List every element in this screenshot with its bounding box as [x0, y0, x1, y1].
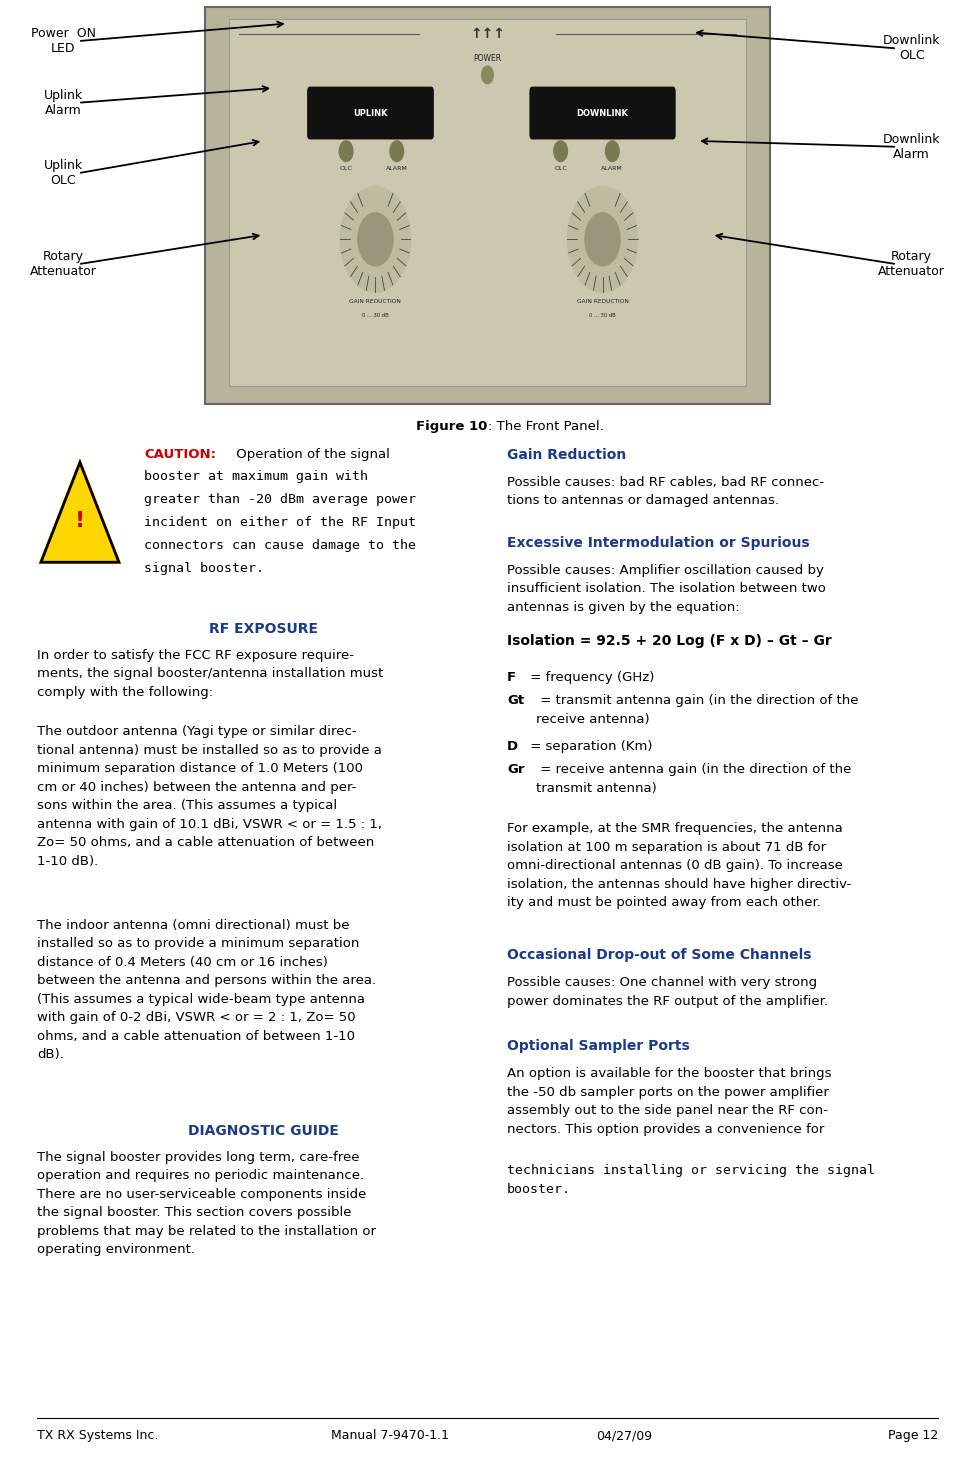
Text: = transmit antenna gain (in the direction of the
receive antenna): = transmit antenna gain (in the directio… [536, 694, 859, 725]
Text: Power  ON
LED: Power ON LED [31, 26, 96, 56]
Text: OLC: OLC [554, 166, 567, 170]
Polygon shape [41, 462, 119, 562]
Text: Isolation = 92.5 + 20 Log (F x D) – Gt – Gr: Isolation = 92.5 + 20 Log (F x D) – Gt –… [507, 634, 832, 649]
Text: Gr: Gr [507, 763, 525, 777]
Circle shape [605, 141, 619, 161]
Text: Uplink
OLC: Uplink OLC [44, 159, 83, 188]
Text: In order to satisfy the FCC RF exposure require-
ments, the signal booster/anten: In order to satisfy the FCC RF exposure … [37, 649, 383, 699]
Text: Occasional Drop-out of Some Channels: Occasional Drop-out of Some Channels [507, 948, 811, 963]
Text: 0 ... 30 dB: 0 ... 30 dB [589, 313, 616, 317]
Text: OLC: OLC [339, 166, 353, 170]
Text: Figure 10: Figure 10 [416, 420, 488, 433]
Text: Operation of the signal: Operation of the signal [232, 448, 390, 461]
Text: Downlink
Alarm: Downlink Alarm [883, 132, 940, 161]
Circle shape [339, 141, 353, 161]
Text: technicians installing or servicing the signal
booster.: technicians installing or servicing the … [507, 1164, 875, 1195]
Text: DIAGNOSTIC GUIDE: DIAGNOSTIC GUIDE [188, 1124, 338, 1139]
Circle shape [482, 66, 493, 84]
Text: = receive antenna gain (in the direction of the
transmit antenna): = receive antenna gain (in the direction… [536, 763, 851, 794]
Text: POWER: POWER [474, 54, 501, 63]
Text: The outdoor antenna (Yagi type or similar direc-
tional antenna) must be install: The outdoor antenna (Yagi type or simila… [37, 725, 382, 868]
Circle shape [390, 141, 404, 161]
Text: GAIN REDUCTION: GAIN REDUCTION [576, 299, 629, 304]
Text: For example, at the SMR frequencies, the antenna
isolation at 100 m separation i: For example, at the SMR frequencies, the… [507, 822, 851, 909]
Text: GAIN REDUCTION: GAIN REDUCTION [349, 299, 402, 304]
Text: Rotary
Attenuator: Rotary Attenuator [878, 250, 945, 279]
Text: ↑↑↑: ↑↑↑ [470, 26, 505, 41]
FancyBboxPatch shape [229, 19, 746, 386]
Text: technicians installing or servicing the signal
booster.: technicians installing or servicing the … [507, 1186, 875, 1217]
Text: DOWNLINK: DOWNLINK [576, 109, 629, 117]
Text: The indoor antenna (omni directional) must be
installed so as to provide a minim: The indoor antenna (omni directional) mu… [37, 919, 376, 1061]
Circle shape [567, 186, 638, 292]
FancyBboxPatch shape [507, 1057, 956, 1277]
Circle shape [554, 141, 567, 161]
Text: technicians installing or servicing the signal
booster.: technicians installing or servicing the … [507, 1186, 875, 1217]
Text: The signal booster provides long term, care-free
operation and requires no perio: The signal booster provides long term, c… [37, 1151, 376, 1257]
Text: Gain Reduction: Gain Reduction [507, 448, 626, 462]
Text: Possible causes: One channel with very strong
power dominates the RF output of t: Possible causes: One channel with very s… [507, 976, 828, 1007]
Text: Excessive Intermodulation or Spurious: Excessive Intermodulation or Spurious [507, 536, 809, 550]
Text: Possible causes: bad RF cables, bad RF connec-
tions to antennas or damaged ante: Possible causes: bad RF cables, bad RF c… [507, 476, 824, 506]
Text: RF EXPOSURE: RF EXPOSURE [209, 622, 318, 637]
Text: Downlink
OLC: Downlink OLC [883, 34, 940, 63]
Text: UPLINK: UPLINK [353, 109, 388, 117]
Text: D: D [507, 740, 518, 753]
Text: !: ! [75, 511, 85, 531]
FancyBboxPatch shape [307, 87, 434, 139]
Text: = frequency (GHz): = frequency (GHz) [526, 671, 655, 684]
Text: F: F [507, 671, 516, 684]
Text: = separation (Km): = separation (Km) [526, 740, 653, 753]
Text: Rotary
Attenuator: Rotary Attenuator [30, 250, 97, 279]
Text: incident on either of the RF Input: incident on either of the RF Input [144, 517, 416, 528]
Text: 0 ... 30 dB: 0 ... 30 dB [362, 313, 389, 317]
Text: connectors can cause damage to the: connectors can cause damage to the [144, 539, 416, 552]
Text: Manual 7-9470-1.1: Manual 7-9470-1.1 [331, 1430, 449, 1442]
Text: ALARM: ALARM [602, 166, 623, 170]
Circle shape [358, 213, 393, 266]
Text: greater than -20 dBm average power: greater than -20 dBm average power [144, 493, 416, 506]
Text: ALARM: ALARM [386, 166, 408, 170]
Text: Optional Sampler Ports: Optional Sampler Ports [507, 1039, 689, 1054]
Text: An option is available for the booster that brings
the -50 db sampler ports on t: An option is available for the booster t… [507, 1067, 832, 1136]
Text: : The Front Panel.: : The Front Panel. [488, 420, 604, 433]
Text: An option is available for the booster that brings
the -50 db sampler ports on t: An option is available for the booster t… [507, 1067, 832, 1173]
Text: signal booster.: signal booster. [144, 562, 264, 574]
Text: Page 12: Page 12 [887, 1430, 938, 1442]
FancyBboxPatch shape [507, 1177, 956, 1245]
Text: Gt: Gt [507, 694, 525, 708]
FancyBboxPatch shape [205, 7, 770, 404]
Text: TX RX Systems Inc.: TX RX Systems Inc. [37, 1430, 158, 1442]
Text: booster at maximum gain with: booster at maximum gain with [144, 470, 369, 483]
Text: 04/27/09: 04/27/09 [596, 1430, 652, 1442]
FancyBboxPatch shape [529, 87, 676, 139]
Circle shape [585, 213, 620, 266]
Circle shape [340, 186, 410, 292]
Text: CAUTION:: CAUTION: [144, 448, 216, 461]
Text: Possible causes: Amplifier oscillation caused by
insufficient isolation. The iso: Possible causes: Amplifier oscillation c… [507, 564, 826, 614]
Text: Uplink
Alarm: Uplink Alarm [44, 88, 83, 117]
